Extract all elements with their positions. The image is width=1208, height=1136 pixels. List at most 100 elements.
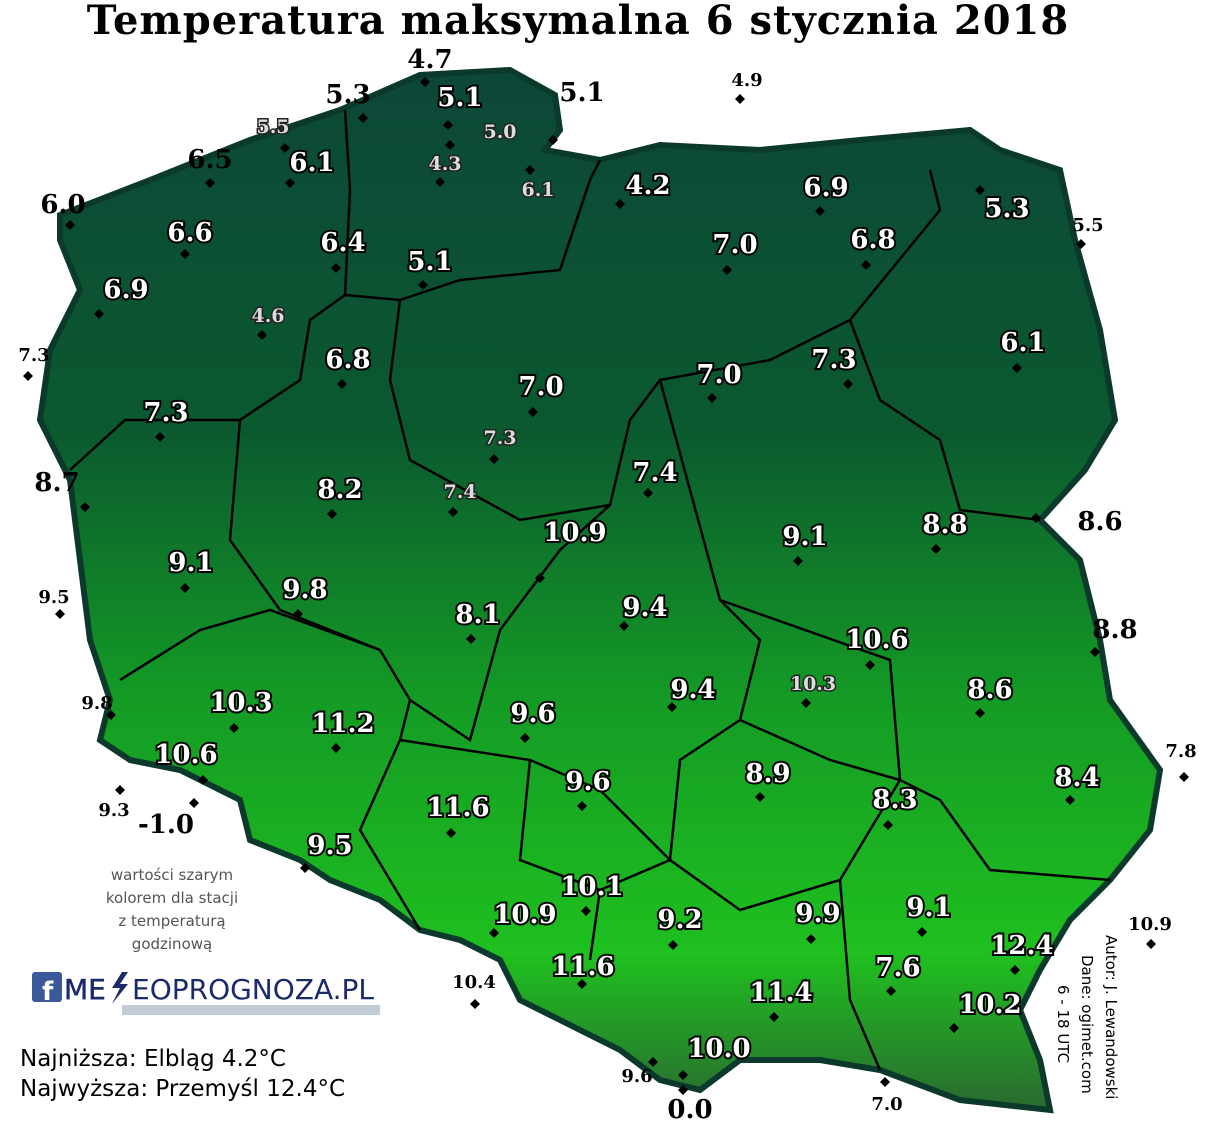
- station-marker: [931, 544, 941, 554]
- station-value: 11.6: [426, 793, 489, 823]
- station-marker: [293, 609, 303, 619]
- station-value: 8.8: [922, 510, 967, 540]
- station-value: 5.3: [984, 194, 1029, 224]
- station-marker: [619, 621, 629, 631]
- station-marker: [94, 309, 104, 319]
- station-value: 6.8: [850, 225, 895, 255]
- station-value: 10.9: [1128, 914, 1172, 935]
- station-value: 8.4: [1054, 763, 1099, 793]
- station-marker: [1090, 647, 1100, 657]
- station-value: 9.4: [670, 675, 715, 705]
- station-value: 7.8: [1165, 741, 1196, 762]
- station-value: 5.0: [483, 121, 516, 143]
- station-marker: [435, 177, 445, 187]
- station-marker: [1065, 795, 1075, 805]
- svg-text:f: f: [42, 977, 54, 1007]
- station-value: 4.6: [251, 305, 284, 327]
- station-value: 11.6: [551, 952, 614, 982]
- station-value: 6.1: [1000, 328, 1045, 358]
- station-value: 9.8: [81, 693, 112, 714]
- station-marker: [880, 1077, 890, 1087]
- station-marker: [466, 634, 476, 644]
- station-value: 8.3: [872, 785, 917, 815]
- station-marker: [65, 220, 75, 230]
- station-value: 7.3: [143, 398, 188, 428]
- station-marker: [106, 710, 116, 720]
- logo-text: EOPROGNOZA.PL: [132, 973, 374, 1006]
- station-marker: [1076, 239, 1086, 249]
- station-value: 7.0: [518, 372, 563, 402]
- station-marker: [1031, 513, 1041, 523]
- station-value: 9.4: [622, 593, 667, 623]
- station-marker: [668, 940, 678, 950]
- station-value: 8.2: [317, 475, 362, 505]
- station-value: 9.3: [98, 800, 129, 821]
- station-value: 7.0: [871, 1094, 902, 1115]
- station-marker: [23, 371, 33, 381]
- station-marker: [446, 828, 456, 838]
- station-value: 9.1: [906, 893, 951, 923]
- station-marker: [667, 702, 677, 712]
- station-marker: [577, 801, 587, 811]
- station-value: 9.6: [565, 767, 610, 797]
- station-value: 10.9: [493, 900, 556, 930]
- station-value: 7.4: [632, 458, 677, 488]
- station-marker: [755, 792, 765, 802]
- station-marker: [489, 454, 499, 464]
- station-value: 5.5: [256, 116, 289, 138]
- title: Temperatura maksymalna 6 stycznia 2018: [87, 0, 1069, 44]
- station-marker: [1146, 939, 1156, 949]
- note: z temperaturą: [118, 912, 225, 930]
- station-marker: [80, 502, 90, 512]
- station-value: 5.3: [325, 80, 370, 110]
- station-value: 6.9: [803, 173, 848, 203]
- station-value: 10.6: [154, 740, 217, 770]
- station-value: 9.8: [282, 575, 327, 605]
- station-value: 9.6: [510, 699, 555, 729]
- station-marker: [300, 863, 310, 873]
- station-marker: [257, 330, 267, 340]
- station-value: 8.6: [967, 675, 1012, 705]
- station-marker: [1012, 363, 1022, 373]
- station-value: 10.3: [209, 688, 272, 718]
- station-value: 7.0: [696, 360, 741, 390]
- station-marker: [793, 556, 803, 566]
- station-marker: [883, 820, 893, 830]
- credit: Dane: ogimet.com: [1078, 955, 1096, 1094]
- station-value: 5.1: [437, 83, 482, 113]
- station-value: 6.4: [320, 228, 365, 258]
- station-marker: [815, 206, 825, 216]
- station-marker: [327, 509, 337, 519]
- station-marker: [155, 432, 165, 442]
- station-marker: [285, 178, 295, 188]
- station-value: 9.1: [168, 548, 213, 578]
- station-value: 6.6: [167, 218, 212, 248]
- station-value: 10.6: [845, 625, 908, 655]
- station-value: 7.3: [811, 345, 856, 375]
- station-marker: [443, 120, 453, 130]
- station-marker: [722, 265, 732, 275]
- station-marker: [418, 280, 428, 290]
- station-marker: [801, 698, 811, 708]
- station-value: 6.5: [187, 145, 232, 175]
- logo-text: ME: [64, 973, 106, 1006]
- station-marker: [843, 379, 853, 389]
- station-marker: [581, 906, 591, 916]
- credit: 6 - 18 UTC: [1054, 985, 1072, 1063]
- station-value: 9.5: [38, 587, 69, 608]
- station-value: 6.9: [103, 275, 148, 305]
- station-value: 8.7: [34, 468, 79, 498]
- note: wartości szarym: [111, 866, 233, 884]
- station-marker: [917, 927, 927, 937]
- station-value: 7.3: [483, 427, 516, 449]
- station-marker: [448, 507, 458, 517]
- station-marker: [648, 1057, 658, 1067]
- station-value: 10.9: [543, 518, 606, 548]
- station-value: 7.3: [18, 345, 49, 366]
- station-value: 5.1: [559, 78, 604, 108]
- station-value: 9.6: [621, 1066, 652, 1087]
- station-marker: [180, 249, 190, 259]
- country-shape: [36, 66, 1164, 1114]
- station-value: 10.0: [687, 1034, 750, 1064]
